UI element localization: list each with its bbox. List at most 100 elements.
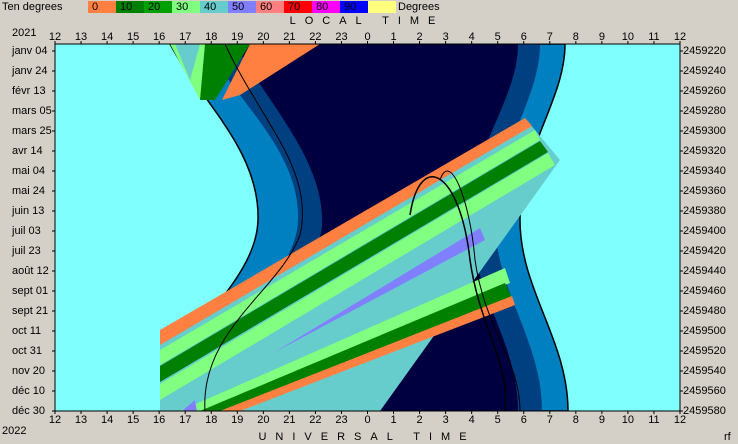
top-hour: 12 (674, 31, 686, 43)
bottom-hour: 20 (257, 414, 269, 426)
legend-label: 60 (260, 1, 272, 13)
legend-title: Ten degrees (2, 1, 63, 13)
legend-label: 0 (92, 1, 98, 13)
date-label: avr 14 (12, 145, 43, 157)
bottom-hour: 8 (573, 414, 579, 426)
legend-label: 90 (344, 1, 356, 13)
bottom-axis-title: UNIVERSAL TIME (258, 431, 475, 443)
ticks: 12 13 14 15 16 17 18 19 20 21 22 23 0 1 2 3 4 5 6 7 8 9 10 11 12… (11, 31, 726, 426)
top-hour: 19 (231, 31, 243, 43)
bottom-hour: 0 (364, 414, 370, 426)
bottom-hour: 9 (599, 414, 605, 426)
moon-curve (439, 170, 521, 411)
jd-label: 2459240 (683, 65, 726, 77)
legend-swatch (284, 1, 312, 13)
top-hour: 6 (521, 31, 527, 43)
legend-swatch (200, 1, 228, 13)
top-hour: 9 (599, 31, 605, 43)
top-hour: 22 (309, 31, 321, 43)
date-label: août 12 (12, 265, 49, 277)
date-label: juin 13 (11, 205, 44, 217)
moon-curve (204, 44, 303, 411)
legend-label: 50 (232, 1, 244, 13)
jd-label: 2459460 (683, 285, 726, 297)
date-label: janv 04 (11, 45, 47, 57)
date-label: sept 01 (12, 285, 48, 297)
legend-swatch (88, 1, 116, 13)
top-hour: 14 (101, 31, 113, 43)
top-hour: 21 (283, 31, 295, 43)
top-hour: 3 (443, 31, 449, 43)
jd-label: 2459520 (683, 345, 726, 357)
top-hour: 20 (257, 31, 269, 43)
jd-label: 2459280 (683, 105, 726, 117)
jd-label: 2459540 (683, 365, 726, 377)
top-hour: 12 (49, 31, 61, 43)
legend-swatch (340, 1, 368, 13)
legend-label: 20 (148, 1, 160, 13)
bottom-hour: 23 (335, 414, 347, 426)
moon-bands (160, 44, 560, 411)
bottom-hour: 16 (153, 414, 165, 426)
bottom-hour: 17 (179, 414, 191, 426)
bottom-hour: 3 (443, 414, 449, 426)
bottom-hour: 14 (101, 414, 113, 426)
top-hour: 13 (75, 31, 87, 43)
date-label: juil 03 (11, 225, 41, 237)
moon-curve (409, 176, 507, 411)
legend-swatch (312, 1, 340, 13)
jd-label: 2459300 (683, 125, 726, 137)
bottom-hour: 5 (495, 414, 501, 426)
top-axis-title: LOCAL TIME (290, 15, 445, 27)
bottom-hour: 13 (75, 414, 87, 426)
top-hour: 10 (622, 31, 634, 43)
date-label: sept 21 (12, 305, 48, 317)
top-hour: 11 (648, 31, 659, 43)
bottom-hour: 12 (49, 414, 61, 426)
date-label: mai 04 (12, 165, 45, 177)
date-label: mars 05 (12, 105, 52, 117)
jd-label: 2459340 (683, 165, 726, 177)
legend-label: 80 (316, 1, 328, 13)
legend-swatch (172, 1, 200, 13)
top-hour: 8 (573, 31, 579, 43)
jd-label: 2459560 (683, 385, 726, 397)
date-label: févr 13 (12, 85, 46, 97)
top-hour: 1 (390, 31, 396, 43)
top-hour: 23 (335, 31, 347, 43)
end-year: 2022 (2, 425, 26, 437)
legend-swatch (116, 1, 144, 13)
legend-swatch (368, 1, 396, 13)
jd-label: 2459320 (683, 145, 726, 157)
bottom-hour: 2 (417, 414, 423, 426)
bottom-hour: 15 (127, 414, 139, 426)
top-hour: 18 (205, 31, 217, 43)
bottom-hour: 18 (205, 414, 217, 426)
bottom-hour: 19 (231, 414, 243, 426)
legend-label: 10 (120, 1, 132, 13)
bottom-hour: 22 (309, 414, 321, 426)
jd-label: 2459380 (683, 205, 726, 217)
legend-label: 70 (288, 1, 300, 13)
jd-label: 2459440 (683, 265, 726, 277)
top-hour: 0 (364, 31, 370, 43)
legend-label: 30 (176, 1, 188, 13)
top-hour: 15 (127, 31, 139, 43)
bottom-hour: 7 (547, 414, 553, 426)
date-label: mars 25 (12, 125, 52, 137)
legend-swatch (144, 1, 172, 13)
plot (55, 44, 680, 411)
corner-label: rf (724, 431, 732, 443)
date-label: nov 20 (12, 365, 45, 377)
top-hour: 17 (179, 31, 191, 43)
bottom-hour: 11 (648, 414, 659, 426)
date-label: janv 24 (11, 65, 47, 77)
top-hour: 4 (469, 31, 475, 43)
legend-label: 40 (204, 1, 216, 13)
legend-swatch (228, 1, 256, 13)
start-year: 2021 (12, 27, 36, 39)
jd-label: 2459480 (683, 305, 726, 317)
bottom-hour: 6 (521, 414, 527, 426)
jd-label: 2459580 (683, 405, 726, 417)
